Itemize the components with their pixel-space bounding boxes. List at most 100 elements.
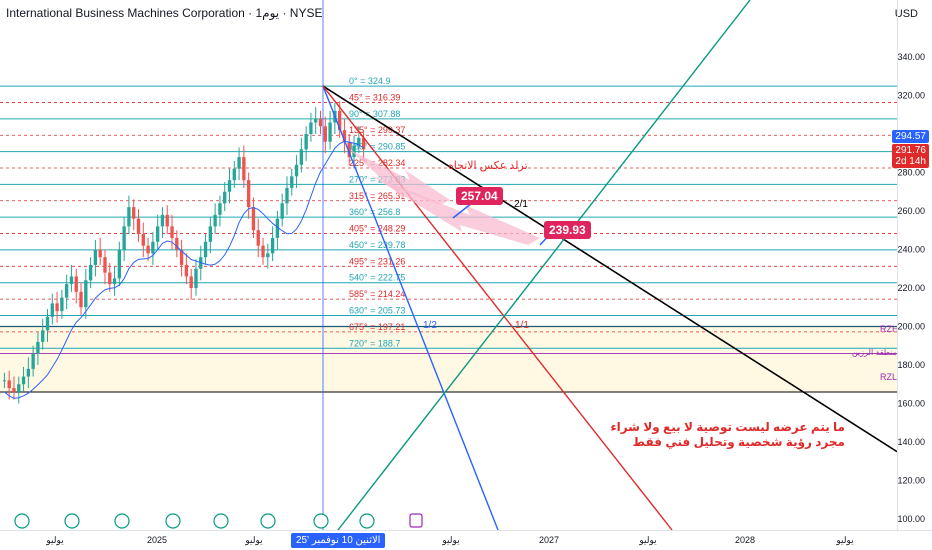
- fib-level-label: 45° = 316.39: [349, 92, 400, 102]
- candle-body: [36, 341, 40, 354]
- candle-body: [342, 130, 347, 142]
- trend-reversal-label: ترلد عكس الاتجاه: [448, 160, 528, 172]
- candle-body: [127, 207, 131, 227]
- x-tick-label: يوليو: [244, 535, 263, 546]
- earnings-icon: [64, 513, 80, 529]
- candle-body: [151, 241, 155, 254]
- candle-body: [266, 253, 270, 258]
- candle-body: [74, 276, 78, 292]
- fib-level-label: 675° = 197.21: [349, 322, 405, 332]
- candle-body: [194, 268, 198, 288]
- fib-level-label: 405° = 248.29: [349, 224, 405, 234]
- x-tick-label: يوليو: [441, 535, 460, 546]
- candle-body: [299, 149, 304, 165]
- y-tick-label: 220.00: [897, 283, 925, 293]
- fib-level-label: 540° = 222.75: [349, 273, 405, 283]
- candle-body: [179, 249, 184, 265]
- candle-body: [84, 280, 88, 308]
- dividend-icon: [409, 513, 423, 528]
- candle-body: [17, 384, 21, 392]
- disclaimer-line-1: ما يتم عرضه ليست توصية لا بيع ولا شراء: [610, 420, 845, 434]
- y-tick-label: 160.00: [897, 399, 925, 409]
- candle-body: [141, 234, 145, 246]
- candle-body: [294, 164, 299, 177]
- earnings-icon: [114, 513, 130, 529]
- candle-body: [155, 226, 160, 242]
- y-tick-label: 280.00: [897, 168, 925, 178]
- chart-title: International Business Machines Corporat…: [6, 6, 323, 20]
- candle-body: [352, 145, 356, 158]
- candle-body: [280, 203, 284, 219]
- candle-body: [304, 134, 308, 150]
- candle-body: [218, 203, 222, 215]
- rzh-label: RZH: [880, 324, 899, 334]
- fib-level-label: 720° = 188.7: [349, 338, 400, 348]
- candle-body: [41, 330, 45, 342]
- y-tick-label: 260.00: [897, 206, 925, 216]
- price-axis-border: [897, 0, 898, 530]
- candle-body: [88, 264, 93, 281]
- candle-body: [223, 191, 227, 204]
- candle-body: [103, 257, 107, 273]
- current-date-marker: الاثنين 10 نوفمبر '25: [291, 533, 386, 548]
- fib-level-label: 90° = 307.88: [349, 109, 400, 119]
- fib-level-label: 630° = 205.73: [349, 305, 405, 315]
- ratio-2-1-label: 2/1: [514, 199, 528, 210]
- candle-body: [232, 168, 236, 181]
- candle-body: [251, 207, 256, 231]
- candle-body: [160, 214, 165, 227]
- red-projection-line: [322, 85, 673, 531]
- candle-body: [60, 297, 64, 312]
- candle-body: [21, 376, 26, 385]
- earnings-icon: [165, 513, 181, 529]
- price-tag-close: 291.76: [892, 144, 929, 157]
- candle-body: [55, 303, 59, 312]
- x-tick-label: 2025: [147, 535, 167, 545]
- time-axis-border: [0, 530, 932, 531]
- candle-body: [136, 218, 141, 235]
- candle-body: [227, 180, 232, 192]
- price-tag-current: 294.57: [892, 130, 929, 143]
- candle-body: [12, 388, 16, 392]
- fib-level-label: 360° = 256.8: [349, 207, 400, 217]
- candle-body: [270, 237, 275, 254]
- earnings-icon: [359, 513, 375, 529]
- candle-body: [275, 218, 280, 238]
- candle-body: [45, 316, 50, 331]
- candle-body: [98, 249, 102, 258]
- candle-body: [361, 137, 366, 150]
- x-tick-label: يوليو: [638, 535, 657, 546]
- candle-body: [146, 245, 150, 254]
- candle-body: [208, 226, 213, 242]
- earnings-icon: [213, 513, 229, 529]
- pink-arrow-1: [350, 150, 450, 205]
- candle-body: [2, 380, 7, 382]
- rzl-label: RZL: [880, 372, 897, 382]
- ratio-1-1-label: 1/1: [515, 320, 529, 331]
- candle-body: [290, 176, 294, 188]
- candle-body: [285, 187, 289, 204]
- moving-average-line: [4, 140, 364, 399]
- candle-body: [337, 110, 342, 131]
- candle-body: [122, 226, 126, 250]
- x-tick-label: 2028: [735, 535, 755, 545]
- candle-body: [170, 226, 174, 238]
- black-projection-line: [322, 85, 898, 453]
- price-tag-countdown: 2d 14h: [892, 155, 929, 168]
- earnings-icon: [313, 513, 329, 529]
- fib-level-label: 225° = 282.34: [349, 158, 405, 168]
- candle-body: [7, 380, 11, 389]
- candle-body: [328, 122, 332, 142]
- callout-pointer-1: [452, 202, 473, 219]
- y-tick-label: 320.00: [897, 91, 925, 101]
- y-tick-label: 140.00: [897, 437, 925, 447]
- candle-body: [117, 249, 122, 279]
- y-tick-label: 100.00: [897, 514, 925, 524]
- target-callout-1: 257.04: [456, 187, 503, 205]
- x-tick-label: يوليو: [45, 535, 64, 546]
- candle-body: [309, 122, 313, 134]
- candle-body: [189, 276, 193, 288]
- fib-level-label: 585° = 214.24: [349, 289, 405, 299]
- y-tick-label: 340.00: [897, 52, 925, 62]
